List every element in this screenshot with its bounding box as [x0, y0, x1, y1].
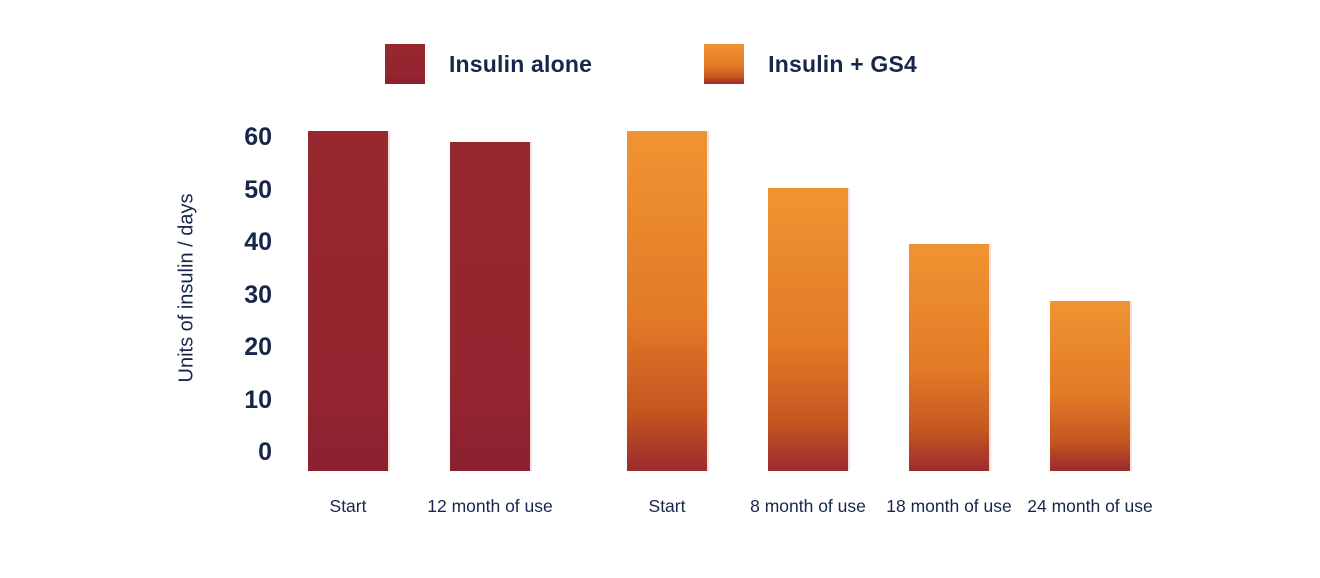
x-label-insulin-gs4-8-month-of-use: 8 month of use: [750, 496, 866, 516]
bar-insulin-gs4-24-month-of-use: [1050, 301, 1130, 471]
legend-item-insulin-alone: Insulin alone: [384, 44, 593, 84]
y-tick-40: 40: [244, 228, 272, 256]
bar-insulin-alone-start: [308, 131, 388, 471]
legend-item-insulin-gs4: Insulin + GS4: [704, 44, 917, 84]
x-label-insulin-alone-start: Start: [329, 496, 367, 516]
x-label-insulin-gs4-24-month-of-use: 24 month of use: [1027, 496, 1153, 516]
bar-insulin-gs4-start: [627, 131, 707, 471]
bar-insulin-alone-12-month-of-use: [450, 142, 530, 471]
y-tick-20: 20: [244, 333, 272, 361]
x-label-insulin-gs4-start: Start: [648, 496, 686, 516]
legend-label-insulin-alone: Insulin alone: [448, 50, 593, 77]
bar-insulin-gs4-18-month-of-use: [909, 244, 989, 471]
x-label-insulin-alone-12-month-of-use: 12 month of use: [427, 496, 553, 516]
y-tick-30: 30: [244, 280, 272, 309]
y-tick-60: 60: [244, 123, 272, 151]
legend-label-insulin-gs4: Insulin + GS4: [768, 50, 918, 77]
y-tick-0: 0: [258, 438, 272, 466]
legend: Insulin alone Insulin + GS4: [0, 44, 1320, 84]
y-tick-50: 50: [244, 175, 272, 204]
x-label-insulin-gs4-18-month-of-use: 18 month of use: [886, 496, 1012, 516]
bar-insulin-gs4-8-month-of-use: [768, 187, 848, 471]
legend-swatch-insulin-alone: [384, 44, 425, 84]
y-tick-10: 10: [244, 385, 272, 414]
legend-swatch-insulin-gs4: [704, 44, 745, 84]
